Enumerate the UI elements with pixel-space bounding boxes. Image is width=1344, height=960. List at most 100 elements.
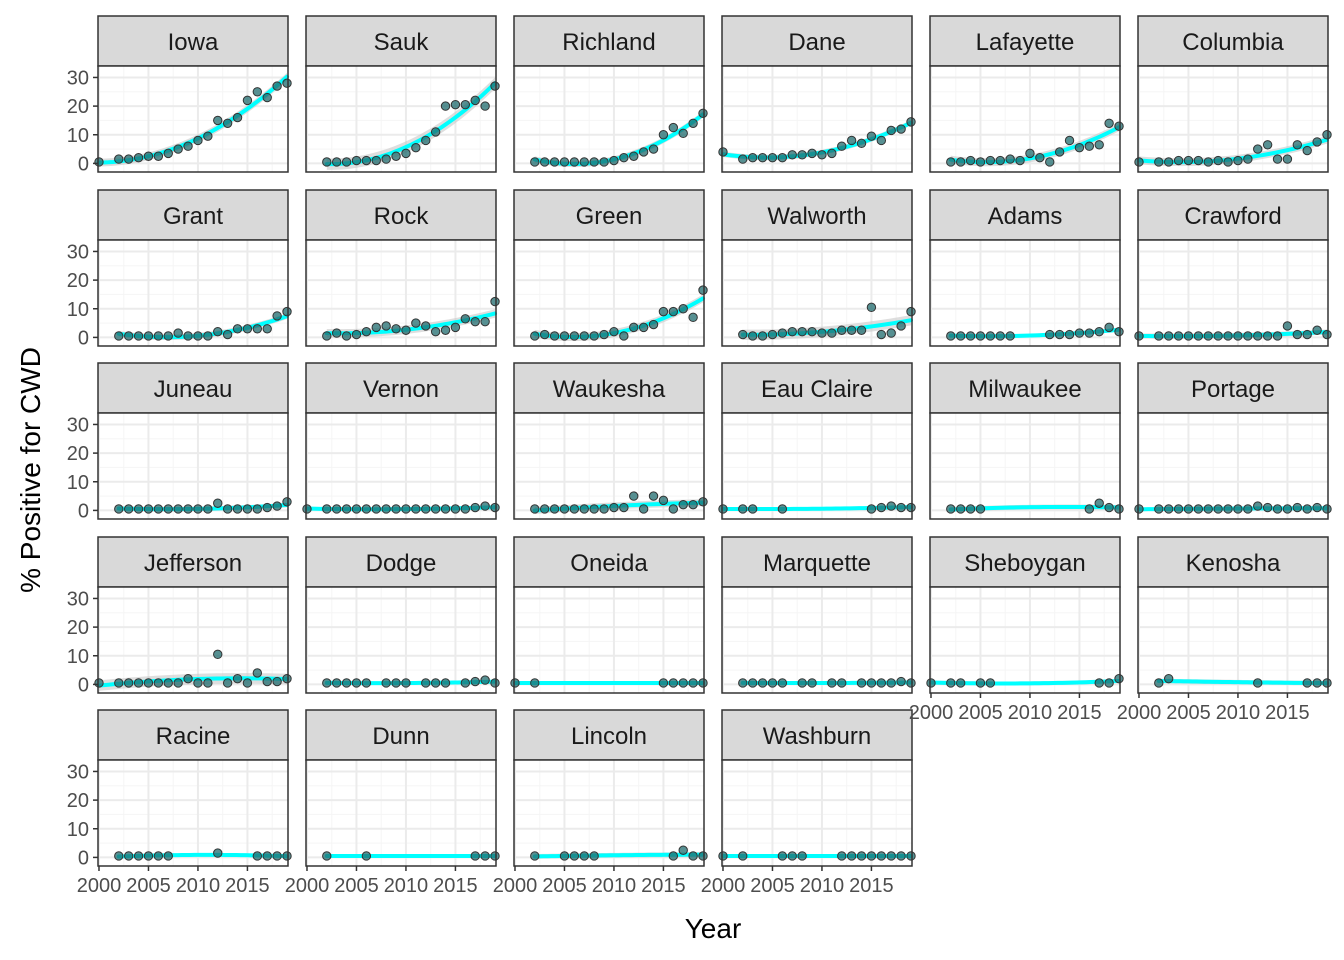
data-point	[262, 676, 272, 687]
data-point	[401, 325, 411, 335]
data-point	[322, 504, 332, 514]
data-point	[678, 678, 688, 688]
data-point	[183, 673, 193, 684]
panel-border	[1137, 65, 1329, 173]
facet-strip-label: Dunn	[372, 723, 429, 750]
data-point	[530, 504, 540, 514]
panel-border	[929, 412, 1121, 520]
plot-area	[306, 760, 496, 866]
data-point	[232, 112, 243, 123]
data-point	[391, 151, 401, 161]
x-tick-label: 2015	[1057, 702, 1102, 724]
data-point	[1015, 155, 1025, 166]
data-point	[480, 501, 490, 511]
data-point	[490, 296, 500, 307]
panel-border	[305, 586, 497, 694]
data-point	[272, 81, 282, 91]
plot-area	[1138, 240, 1328, 346]
data-point	[1114, 673, 1124, 684]
facet-panels: Iowa Sauk Richland Dane Lafayette Columbia Gra…	[94, 15, 1332, 867]
data-point	[1183, 155, 1194, 166]
y-tick-label: 20	[67, 270, 89, 292]
facet-strip-label: Kenosha	[1186, 550, 1281, 577]
data-point	[807, 326, 817, 337]
panel-border	[513, 759, 705, 867]
data-point	[837, 678, 847, 688]
data-point	[351, 155, 362, 166]
x-tick-label: 2015	[1265, 702, 1310, 724]
data-point	[213, 115, 223, 126]
y-tick-label: 0	[78, 153, 89, 175]
data-point	[589, 851, 599, 861]
data-point	[341, 331, 352, 341]
y-axes: 0 10 20 30 0 10 20 30 0 10 20 30 0 10 20 30 0 10 20 30	[67, 67, 98, 869]
data-point	[787, 326, 797, 337]
data-point	[1253, 678, 1263, 688]
data-point	[401, 678, 411, 688]
data-point	[1213, 504, 1223, 514]
data-point	[143, 151, 154, 161]
data-point	[213, 649, 223, 660]
data-point	[886, 501, 896, 511]
y-tick-label: 20	[67, 96, 89, 118]
data-point	[609, 155, 619, 166]
panel-border	[721, 586, 913, 694]
data-point	[1074, 142, 1085, 153]
data-point	[1084, 328, 1095, 338]
data-point	[1045, 329, 1055, 340]
plot-area	[930, 587, 1120, 693]
facet-strip-label: Iowa	[168, 29, 219, 56]
facet-strip-label: Milwaukee	[968, 376, 1081, 403]
data-point	[272, 501, 282, 511]
facet-panel: Racine	[97, 709, 292, 867]
data-point	[698, 108, 708, 118]
plot-area	[1138, 66, 1328, 172]
data-point	[698, 285, 708, 295]
x-tick-label: 2000	[285, 875, 330, 897]
data-point	[747, 331, 758, 341]
data-point	[371, 504, 381, 514]
data-point	[1104, 118, 1114, 128]
y-tick-label: 30	[67, 588, 89, 610]
data-point	[114, 504, 124, 514]
data-point	[846, 135, 857, 146]
data-point	[421, 504, 431, 514]
data-point	[450, 504, 461, 514]
data-point	[1154, 157, 1164, 167]
data-point	[955, 678, 966, 688]
data-point	[856, 678, 867, 688]
facet-strip	[305, 189, 497, 241]
data-point	[1114, 326, 1124, 337]
facet-strip	[929, 362, 1121, 414]
data-point	[440, 504, 451, 514]
data-point	[440, 325, 451, 335]
panel-border	[513, 586, 705, 694]
data-point	[668, 678, 679, 688]
data-point	[262, 92, 272, 103]
data-point	[896, 321, 906, 331]
data-point	[480, 851, 490, 861]
data-point	[143, 331, 154, 341]
data-point	[985, 331, 996, 341]
data-point	[421, 135, 431, 146]
data-point	[252, 87, 263, 97]
data-point	[678, 128, 688, 139]
x-tick-label: 2000	[1117, 702, 1162, 724]
data-point	[1302, 145, 1312, 156]
data-point	[173, 504, 183, 514]
data-point	[1312, 678, 1322, 688]
facet-strip-label: Waukesha	[553, 376, 666, 403]
data-point	[114, 851, 124, 861]
plot-area	[514, 760, 704, 866]
data-point	[738, 504, 748, 514]
facet-panel: Iowa	[94, 15, 292, 173]
plot-area	[306, 587, 496, 693]
data-point	[1282, 321, 1293, 331]
facet-strip	[929, 536, 1121, 588]
facet-panel: Vernon	[302, 362, 500, 520]
data-point	[371, 322, 381, 333]
data-point	[222, 678, 233, 688]
facet-strip	[97, 362, 289, 414]
facet-strip-label: Grant	[163, 203, 223, 230]
data-point	[876, 851, 887, 861]
